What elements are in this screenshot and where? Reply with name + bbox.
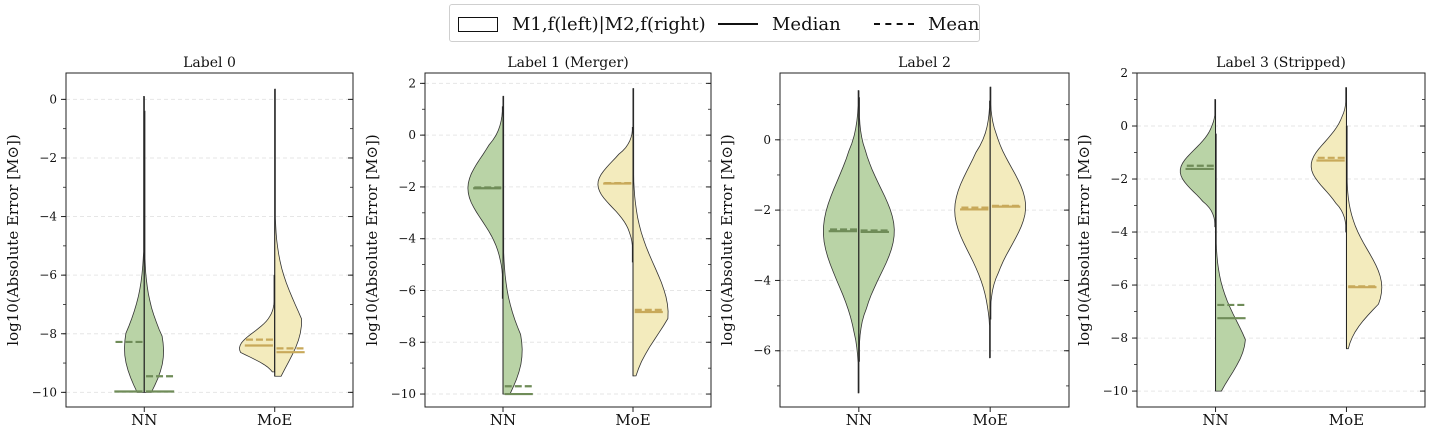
x-tick-label: NN <box>490 411 516 429</box>
y-tick-label: 0 <box>763 133 771 147</box>
legend-label-split: M1,f(left)|M2,f(right) <box>512 13 706 35</box>
chart-panel-2: 0 −2 −4 −6 NN MoE Label 2 log10(Absolute Error … <box>718 55 1070 429</box>
y-tick-label: −8 <box>398 335 416 349</box>
y-tick-label: −2 <box>753 203 771 217</box>
y-tick-label: −2 <box>1110 172 1128 186</box>
panel-title: Label 1 (Merger) <box>507 55 628 71</box>
panel-title: Label 3 (Stripped) <box>1216 55 1346 71</box>
violin-nn-right <box>502 95 523 395</box>
x-tick-label: NN <box>131 411 157 429</box>
plot-frame <box>65 72 354 408</box>
dashed-line-icon <box>874 23 914 25</box>
y-tick-label: 0 <box>49 92 57 106</box>
x-tick-label: MoE <box>615 411 650 429</box>
violin-nn-left <box>467 106 504 299</box>
panel-title: Label 0 <box>183 55 236 71</box>
chart-panel-1: 2 0 −2 −4 −6 −8 −10 NN MoE Label 1 (Merger) log10(… <box>363 55 712 429</box>
y-tick-label: −2 <box>398 180 416 194</box>
legend-label-mean: Mean <box>928 13 980 35</box>
violin-moe-left <box>954 100 991 359</box>
y-tick-label: 0 <box>1120 119 1128 133</box>
panel-title: Label 2 <box>898 55 951 71</box>
legend-label-median: Median <box>772 13 841 35</box>
y-tick-label: −10 <box>1103 384 1128 398</box>
legend: M1,f(left)|M2,f(right) Median Mean <box>449 4 980 42</box>
y-tick-label: −4 <box>753 273 771 287</box>
violin-nn-right <box>143 110 165 393</box>
violin-moe-right <box>989 86 1027 320</box>
x-tick-label: MoE <box>1329 411 1364 429</box>
violin-moe-left <box>239 274 276 373</box>
plot-frame <box>779 72 1070 408</box>
legend-item-median: Median <box>718 13 841 35</box>
y-tick-label: −4 <box>39 210 57 224</box>
plot-frame <box>1136 72 1426 408</box>
y-tick-label: −6 <box>398 283 416 297</box>
y-axis-label: log10(Absolute Error [M⊙]) <box>363 134 381 345</box>
y-tick-label: −8 <box>1110 331 1128 345</box>
y-axis-label: log10(Absolute Error [M⊙]) <box>1075 134 1093 345</box>
y-axis-label: log10(Absolute Error [M⊙]) <box>718 134 736 345</box>
y-tick-label: −4 <box>1110 225 1128 239</box>
x-tick-label: NN <box>846 411 872 429</box>
violin-nn-left <box>822 90 860 394</box>
split-swatch-icon <box>458 16 498 32</box>
y-tick-label: −4 <box>398 232 416 246</box>
legend-item-mean: Mean <box>874 13 979 35</box>
chart-panel-0: 0 −2 −4 −6 −8 −10 NN MoE Label 0 log10(Absolute E… <box>4 55 354 429</box>
violin-nn-left <box>124 95 145 393</box>
y-tick-label: 2 <box>1120 66 1128 80</box>
solid-line-icon <box>718 23 758 25</box>
violin-nn-left <box>1179 99 1216 228</box>
y-tick-label: −8 <box>39 327 57 341</box>
y-tick-label: 0 <box>408 128 416 142</box>
y-tick-label: −6 <box>39 268 57 282</box>
x-tick-label: MoE <box>973 411 1008 429</box>
x-tick-label: NN <box>1202 411 1228 429</box>
chart-panel-3: 2 0 −2 −4 −6 −8 −10 NN MoE Label 3 (Stripped) log1… <box>1075 55 1426 429</box>
y-axis-label: log10(Absolute Error [M⊙]) <box>4 134 22 345</box>
violin-moe-right <box>1346 125 1383 350</box>
violin-moe-right <box>632 88 669 377</box>
y-tick-label: −6 <box>753 344 771 358</box>
violin-moe-left <box>597 126 634 263</box>
y-tick-label: −6 <box>1110 278 1128 292</box>
x-tick-label: MoE <box>257 411 292 429</box>
violin-nn-right <box>1215 133 1246 392</box>
y-tick-label: 2 <box>408 76 416 90</box>
y-tick-label: −10 <box>391 387 416 401</box>
y-tick-label: −10 <box>32 385 57 399</box>
legend-item-split: M1,f(left)|M2,f(right) <box>458 13 706 35</box>
y-tick-label: −2 <box>39 151 57 165</box>
plot-frame <box>424 72 712 408</box>
violin-moe-right <box>274 88 302 377</box>
